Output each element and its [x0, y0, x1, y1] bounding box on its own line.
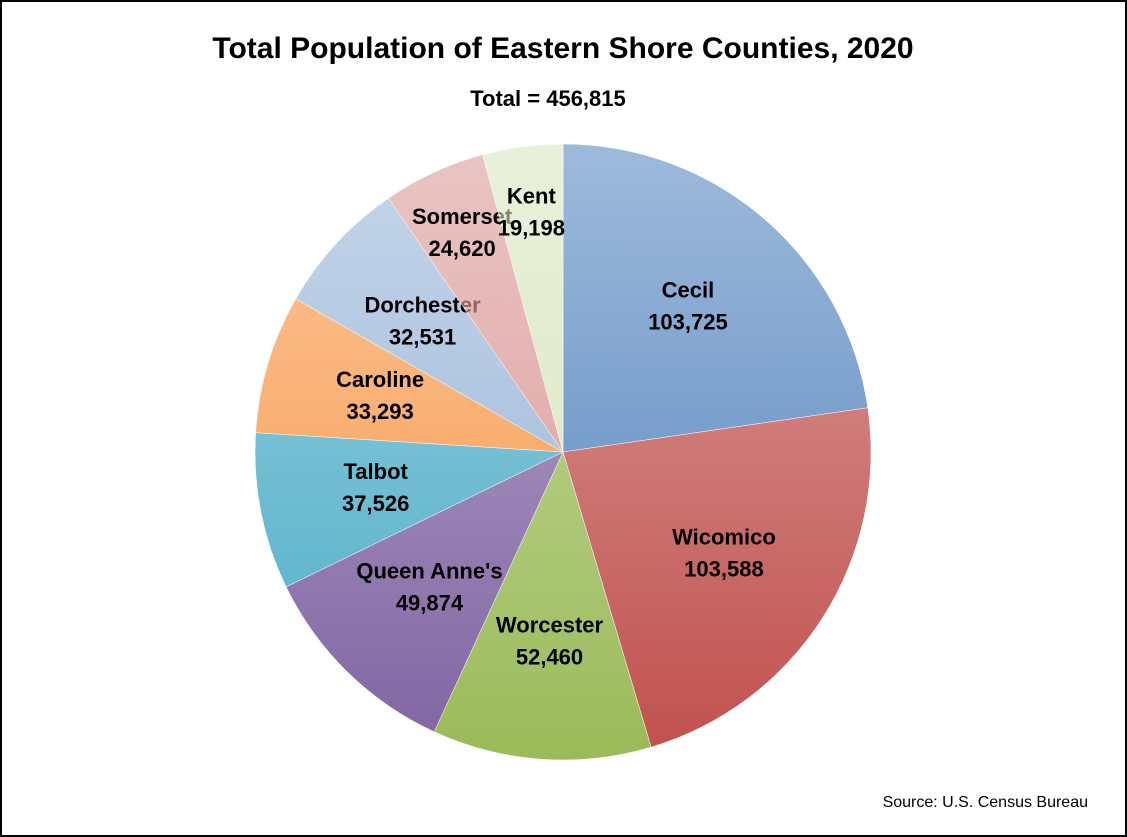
- slice-label: Caroline: [336, 367, 424, 392]
- slice-label: Kent: [507, 184, 557, 209]
- pie-slice: [285, 451, 564, 733]
- slice-label: Queen Anne's: [356, 558, 502, 583]
- chart-title: Total Population of Eastern Shore Counti…: [212, 32, 913, 65]
- slice-value: 32,531: [389, 324, 456, 349]
- chart-subtitle: Total = 456,815: [470, 86, 626, 111]
- pie-slice: [562, 407, 872, 748]
- slice-value: 37,526: [342, 491, 409, 516]
- pie-slice: [482, 143, 564, 453]
- slice-value: 52,460: [516, 644, 583, 669]
- slice-label: Worcester: [496, 612, 604, 637]
- slice-label: Cecil: [662, 277, 715, 302]
- pie-slice: [254, 432, 564, 588]
- slice-label: Somerset: [412, 204, 513, 229]
- source-note: Source: U.S. Census Bureau: [883, 794, 1088, 811]
- slice-value: 33,293: [346, 399, 413, 424]
- slice-value: 24,620: [428, 236, 495, 261]
- pie-slice: [295, 197, 564, 453]
- slice-value: 103,725: [648, 309, 728, 334]
- pie-slice: [562, 143, 869, 453]
- slice-value: 49,874: [396, 590, 464, 615]
- pie-slice: [255, 298, 564, 453]
- slice-value: 19,198: [498, 216, 565, 241]
- pie-slice: [433, 451, 652, 761]
- slice-label: Wicomico: [672, 525, 776, 550]
- slice-label: Talbot: [343, 459, 408, 484]
- slice-value: 103,588: [684, 557, 764, 582]
